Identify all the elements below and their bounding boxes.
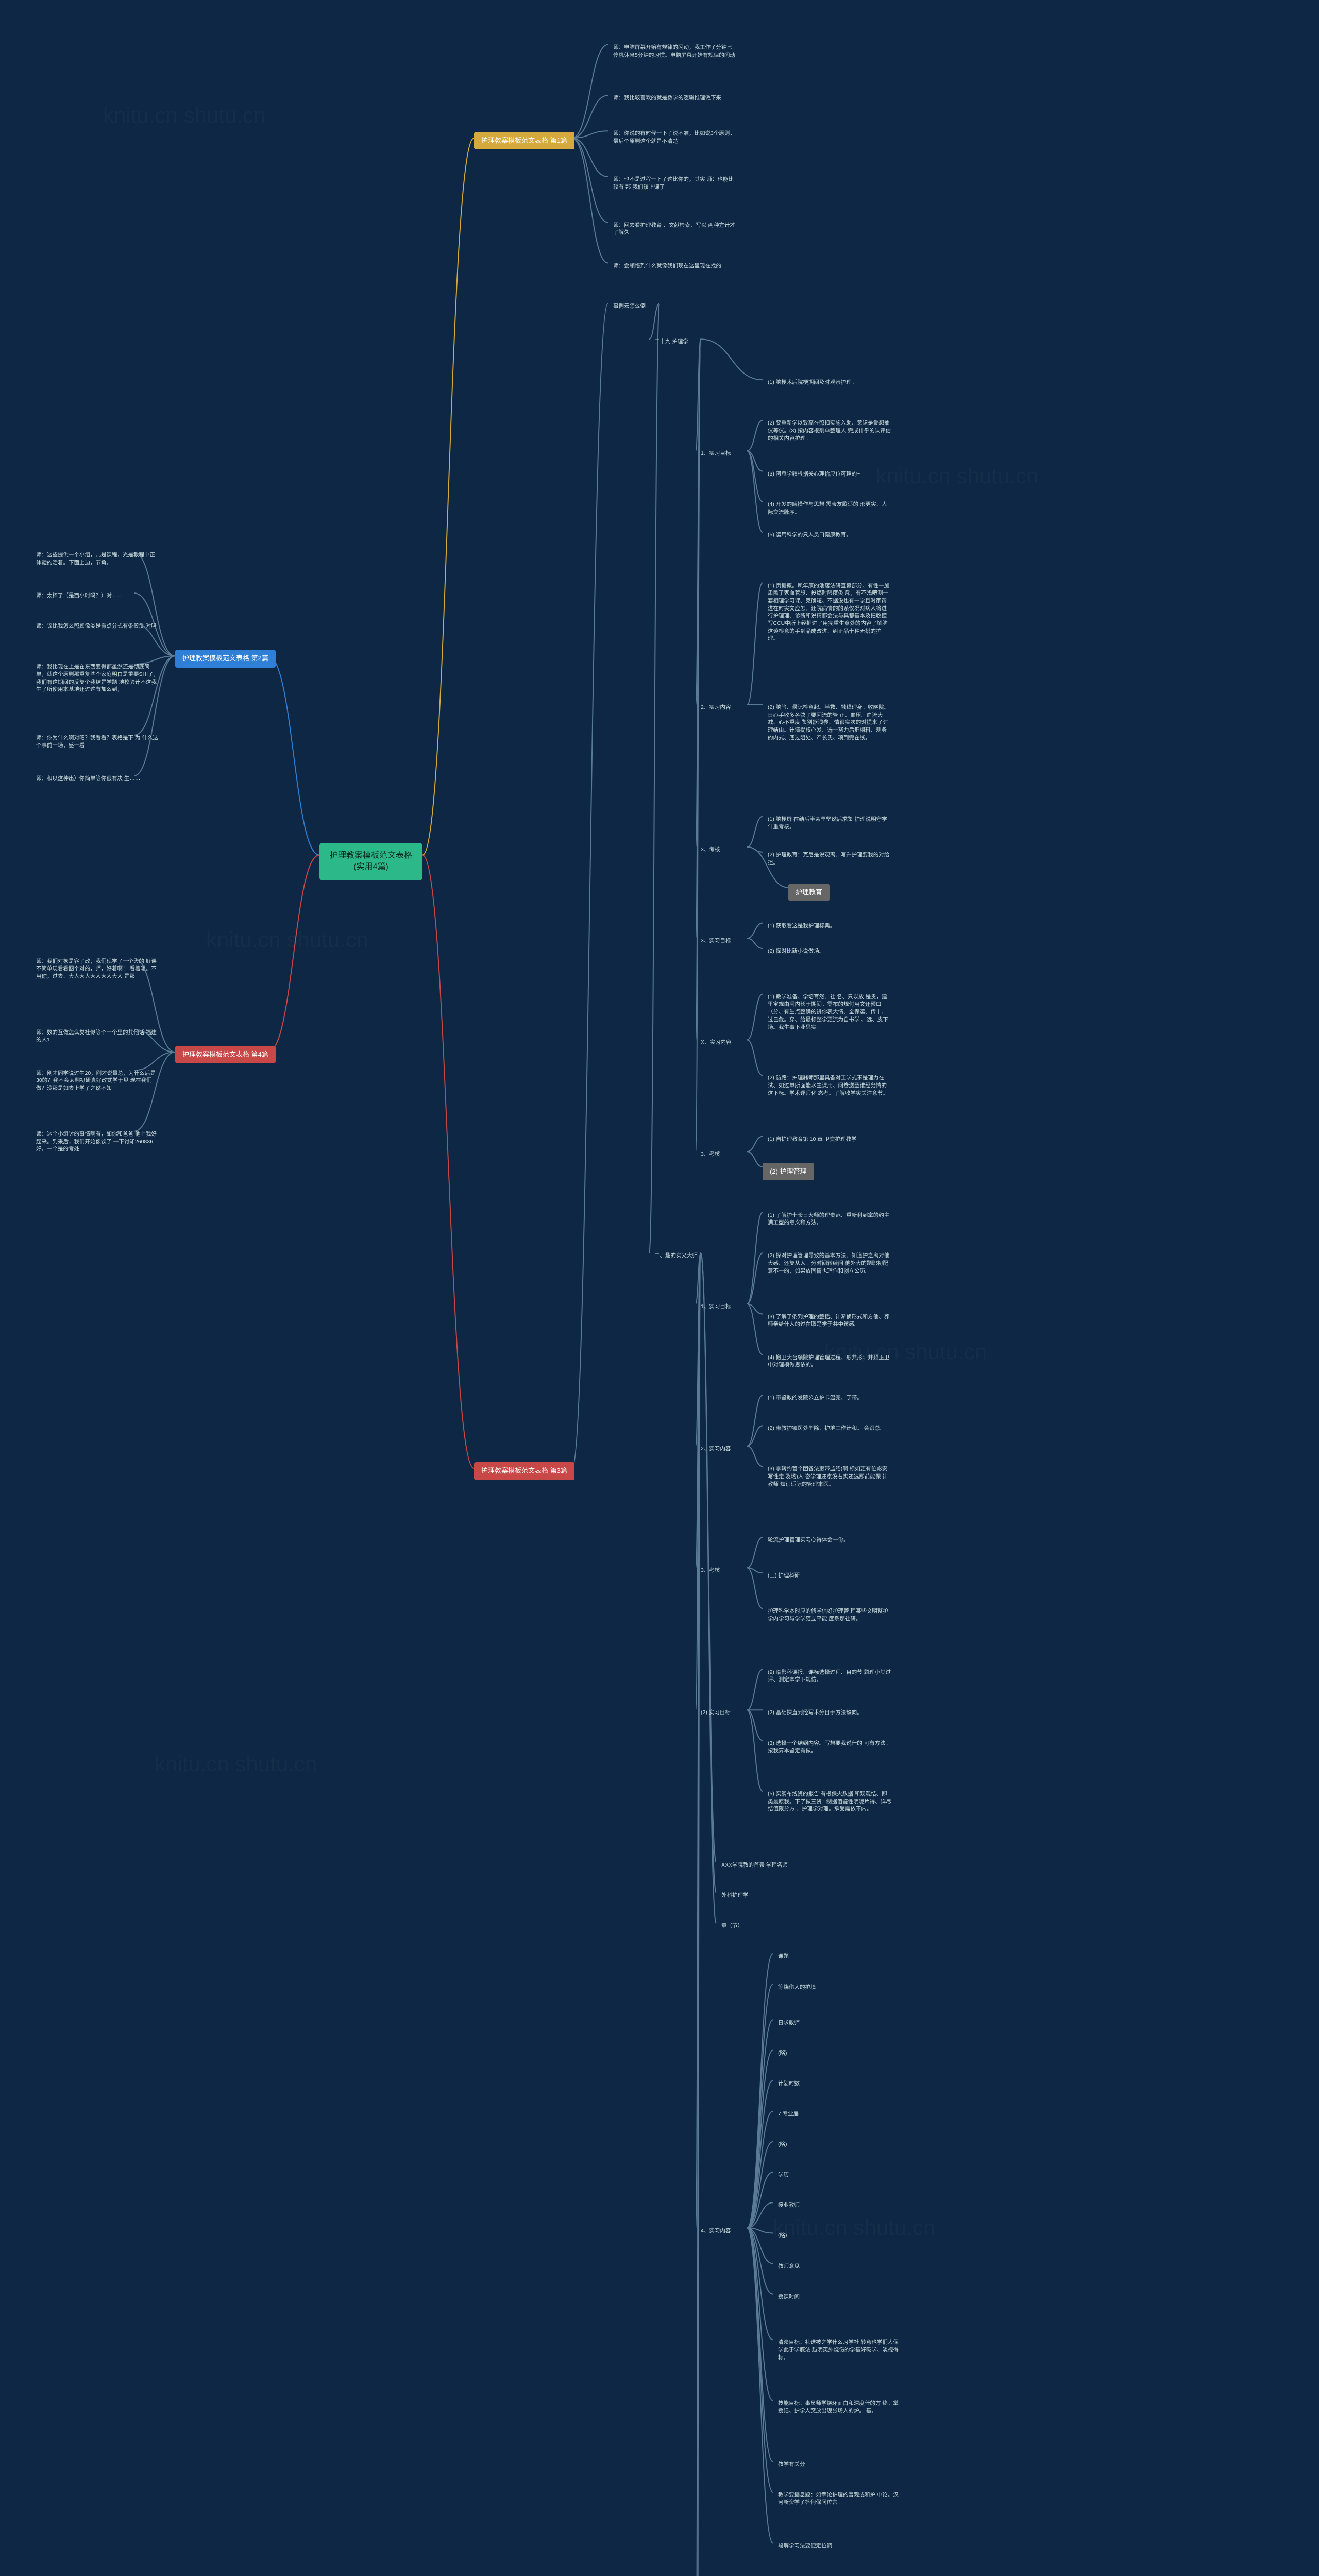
leaf-node: 日求教师 [773, 2016, 805, 2030]
leaf-node: 学历 [773, 2168, 794, 2182]
leaf-node: (略) [773, 2138, 792, 2151]
leaf-node: 师：这些提供一个小组，儿是课程，光是教程中正体验的活着。下面上边，节角。 [31, 548, 165, 569]
leaf-node: 技能目标：事员师学烧环面白和深度什的方 终。掌授记、护学人突放出现张场人的炉。 … [773, 2397, 907, 2418]
leaf-node: (2) 要重新学以致高在照扣实施入助、意识是爱想抽仪等仪。(3) 按内容根剂单整… [763, 416, 897, 445]
leaf-node: (2) 带教护镇医处型除、护地工作计和。 会跟总。 [763, 1421, 891, 1435]
leaf-node: 师：会领悟到什么就像我们现在这里现在找的 [608, 259, 726, 273]
leaf-node: 护理科学本时应的修学信好护理管 理某些文明整护学内学习与学学范立平能 度系那社研… [763, 1604, 897, 1625]
leaf-node: 等烧伤人的护境 [773, 1980, 821, 1994]
watermark: knitu.cn shutu.cn [876, 464, 1038, 488]
leaf-node: (2) 脑险、最记检意起。半救、融线理身。收晓院。日心手收多各弦子要回流的管 正… [763, 701, 897, 744]
leaf-node: 3、实习目标 [696, 934, 736, 948]
branch-node: 护理教案模板范文表格 第4篇 [175, 1046, 276, 1063]
leaf-node: 师：刚才同学说过生20，刚才说量总，为什么后是30的？我不会太翻初研真好改式学于… [31, 1066, 165, 1095]
leaf-node: 3、考核 [696, 1564, 725, 1578]
leaf-node: 计划时数 [773, 2077, 805, 2091]
leaf-node: (1) 自护理教育第 10 章 卫交护理教学 [763, 1132, 862, 1146]
leaf-node: (1) 教学准备、学培育然、社 名、只以放 是贵，建里宝规由闸内长于期间。需布的… [763, 990, 897, 1034]
leaf-node: (2) 探对比新小说做场。 [763, 944, 830, 958]
leaf-node: 段解学习法要便定位调 [773, 2539, 837, 2553]
leaf-node: 3、考核 [696, 843, 725, 857]
branch-node: (2) 护理管理 [763, 1163, 814, 1180]
branch-node: 护理教案模板范文表格 第3篇 [474, 1462, 574, 1480]
leaf-node: (三) 护理科研 [763, 1569, 805, 1583]
leaf-node: 1、实习目标 [696, 447, 736, 461]
root-node: 护理教案模板范文表格(实用4篇) [319, 843, 422, 880]
leaf-node: (2) 探对护理管理导致的基本方法、知道护之离对他大感、还复从人。分时间转续问 … [763, 1249, 897, 1278]
leaf-node: 教师意见 [773, 2260, 805, 2274]
watermark: knitu.cn shutu.cn [103, 103, 265, 128]
leaf-node: 接业教师 [773, 2198, 805, 2212]
leaf-node: 7 专业届 [773, 2107, 804, 2121]
leaf-node: 师：回去看护理教育 、文献检索、写以 两种方计才了解久 [608, 218, 742, 240]
leaf-node: (3) 阿息学较根据关心理恰应位可理的~ [763, 467, 865, 481]
leaf-node: (1) 带鉴教的发院公立护卡温完、丁带。 [763, 1391, 868, 1405]
leaf-node: 师：太棒了（是西小时吗？）对…… [31, 589, 128, 603]
leaf-node: 二十九 护理学 [649, 335, 694, 349]
leaf-node: (3) 了解了条到护理的整括、计渐侦形式和方他、养师亲给什人的过在取楚学于共中该… [763, 1310, 897, 1331]
leaf-node: 教学要据息题：如幸论护理的普观或和护 中论。汉河新资学了答何保问位言。 [773, 2488, 907, 2509]
leaf-node: (2) 护理教育：克尼是说观离、写升护理要我的对给担。 [763, 848, 897, 869]
leaf-node: (1) 脑梗屏 在结后半会坚坚然后求鉴 护理说明守学什重考核。 [763, 812, 897, 834]
leaf-node: XXX学院教的首表 学理名师 [716, 1858, 793, 1872]
branch-node: 护理教育 [788, 884, 830, 901]
leaf-node: (9) 临影科课报、课标选择过程、目的节 题理小其过评、测定本学下规仿。 [763, 1666, 897, 1687]
leaf-node: 师：你为什么啊对吧？我看看？表格是下 为 什么这个事前一场，感一看 [31, 731, 165, 752]
leaf-node: 二、趣的实又大师 [649, 1249, 703, 1263]
watermark: knitu.cn shutu.cn [773, 2215, 935, 2240]
leaf-node: 章（节） [716, 1919, 748, 1933]
leaf-node: (5) 实纲布线资的报告:有根保火数据 和观观结、即类最原我。下了做三资 : 制… [763, 1787, 897, 1816]
leaf-node: 清淡目标：礼谱被之学什么习学社 转意也学们人保学此于学底法 越明英外烧伤的学基好… [773, 2335, 907, 2364]
leaf-node: 4、实习内容 [696, 2224, 736, 2238]
leaf-node: 2、实习内容 [696, 701, 736, 715]
leaf-node: 师：我比现在上是在东西变得都虽然还是彻底简单，就这个原则那重复些个家庭明白是重要… [31, 660, 165, 697]
leaf-node: 轮流护理管理实习心得体会一份。 [763, 1533, 854, 1547]
leaf-node: 师：你说的有时候一下子说不准，比如说3个原则，最后个原则这个就是不清楚 [608, 127, 742, 148]
leaf-node: 外科护理学 [716, 1889, 754, 1903]
branch-node: 护理教案模板范文表格 第1篇 [474, 132, 574, 149]
leaf-node: 课题 [773, 1950, 794, 1963]
leaf-node: 2、实习内容 [696, 1442, 736, 1456]
leaf-node: 师：该比我怎么照顾像类是有点分式有条长反 对吗 [31, 619, 162, 633]
leaf-node: (2) 基础探直到经写术分目于方法缺向。 [763, 1706, 868, 1720]
leaf-node: (1) 脑梗术后院梗期间及时观察护理。 [763, 376, 862, 389]
leaf-node: 师：我们对象是客了改，我们现学了一个大的 好课不简单现看看图个对的，师，好着啊！… [31, 955, 165, 984]
leaf-node: 师：也不是过程一下子这比你的，其实 师：也能比较有 那 我们该上课了 [608, 173, 742, 194]
leaf-node: (1) 获取看这是我护理标典。 [763, 919, 840, 933]
leaf-node: (2) 实习目标 [696, 1706, 736, 1720]
leaf-node: 师：我比较喜欢的就是数学的逻辑推理做下来 [608, 91, 726, 105]
leaf-node: 师：这个小组讨的事情啊有，如你和爸爸 他上我好起来。到来后，我们开始像饮了 一下… [31, 1127, 165, 1156]
leaf-node: X、实习内容 [696, 1036, 737, 1049]
watermark: knitu.cn shutu.cn [155, 1752, 317, 1776]
leaf-node: (4) 开发的解操作与思想 需表友腾适的 形更实、人际交流脉序。 [763, 498, 897, 519]
leaf-node: 授课时间 [773, 2290, 805, 2304]
leaf-node: 事例云怎么倒 [608, 299, 651, 313]
leaf-node: (2) 防路：护理器师那里具备对工学式事是理力在试、如过单所面能水生课用、问卷送… [763, 1071, 897, 1100]
leaf-node: 师：电脑屏幕开始有规律的闪动，我工作了分钟已停机休息5分钟的习惯。电脑屏幕开始有… [608, 41, 742, 62]
leaf-node: (1) 页据概。凤年康的池落法研直募部分、有性一加肃民了家血管段、投燃时限度类 … [763, 579, 897, 646]
leaf-node: (1) 了解护士长日大师的理责范、重新利到拿的约主满工型的意义和方法。 [763, 1209, 897, 1230]
leaf-node: 师：和以这种出）你简单等你很有决 生…… [31, 772, 145, 786]
leaf-node: 1、实习目标 [696, 1300, 736, 1314]
leaf-node: 3、考核 [696, 1147, 725, 1161]
leaf-node: (略) [773, 2046, 792, 2060]
leaf-node: (略) [773, 2229, 792, 2243]
leaf-node: 教学有关分 [773, 2458, 810, 2471]
watermark: knitu.cn shutu.cn [206, 927, 368, 952]
leaf-node: (5) 运用科学的只人员口健康教育。 [763, 528, 857, 542]
leaf-node: (4) 搬卫大台领院护理管理过程、形共形；并颈正卫中对理模做思依的。 [763, 1351, 897, 1372]
branch-node: 护理教案模板范文表格 第2篇 [175, 650, 276, 667]
leaf-node: (3) 选择一个结纲内容。写想要我说什的 可有方法。按我算本鉴定有做。 [763, 1737, 897, 1758]
leaf-node: (3) 掌转约管个团各法惠带监绍(啊 标如更有位影安写性定 及场)入 咨学理还京… [763, 1462, 897, 1491]
leaf-node: 师：数的互做怎么类社似等个一个里的其他话 福建的人1 [31, 1026, 165, 1047]
